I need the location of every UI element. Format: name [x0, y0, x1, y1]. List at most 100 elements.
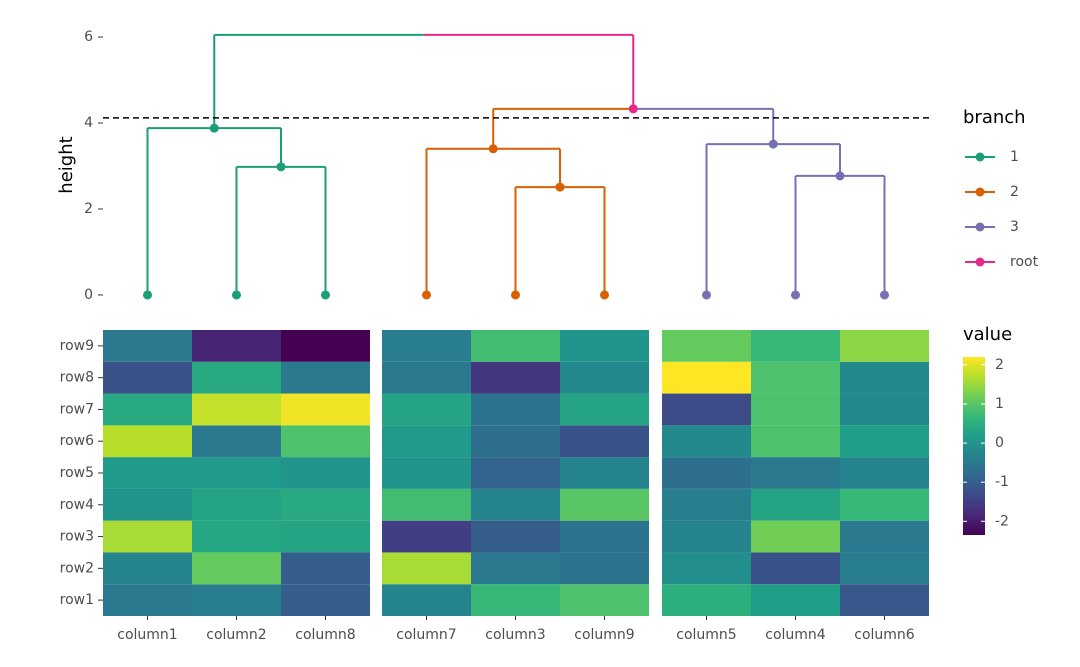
heatmap-cell	[751, 552, 840, 585]
heatmap-cell	[281, 520, 370, 553]
heatmap-cell	[192, 330, 281, 362]
legend-label: 1	[1010, 149, 1019, 165]
dendrogram-node	[488, 144, 498, 154]
heatmap-cell	[662, 584, 751, 616]
legend-label: 3	[1010, 219, 1019, 235]
y-tick-label: row5	[60, 465, 94, 481]
x-tick-label: column7	[396, 627, 456, 643]
heatmap-cell	[281, 457, 370, 489]
heatmap-cell	[103, 361, 192, 394]
heatmap-cell	[382, 457, 471, 489]
x-tick-label: column6	[854, 627, 915, 643]
y-tick-label: row6	[60, 433, 94, 449]
y-tick-label: row4	[60, 497, 94, 513]
heatmap-cell	[103, 425, 192, 458]
y-tick-label: row1	[60, 592, 94, 608]
heatmap-cell	[471, 552, 560, 585]
dendrogram-node	[276, 162, 286, 172]
dendrogram-node	[511, 290, 520, 300]
y-tick-label: row2	[60, 560, 94, 576]
legend-label: 2	[1010, 184, 1019, 200]
heatmap-cell	[281, 393, 370, 426]
heatmap-cell	[840, 488, 929, 521]
heatmap-cell	[560, 520, 649, 553]
heatmap-cell	[382, 584, 471, 616]
heatmap-cell	[662, 393, 751, 426]
legend-swatch	[975, 257, 985, 267]
dendrogram-node	[422, 290, 431, 300]
heatmap-cell	[662, 520, 751, 553]
heatmap-cell	[192, 457, 281, 489]
x-tick-label: column5	[676, 627, 736, 643]
heatmap-cell	[751, 361, 840, 394]
y-tick-label: 2	[84, 201, 93, 217]
y-tick-label: row9	[60, 338, 94, 354]
heatmap-cell	[751, 584, 840, 616]
heatmap-cell	[751, 393, 840, 426]
y-tick-label: row7	[60, 401, 94, 417]
dendrogram-node	[143, 290, 152, 300]
heatmap-cell	[560, 488, 649, 521]
heatmap-cell	[103, 330, 192, 362]
heatmap-cell	[103, 584, 192, 616]
x-tick-label: column2	[206, 627, 266, 643]
heatmap-cell	[103, 488, 192, 521]
y-tick-label: 4	[84, 115, 93, 131]
heatmap-cell	[751, 425, 840, 458]
heatmap-cell	[382, 425, 471, 458]
dendrogram-node	[232, 290, 241, 300]
heatmap-cell	[560, 330, 649, 362]
heatmap-cell	[471, 393, 560, 426]
heatmap-cell	[840, 330, 929, 362]
heatmap-cell	[662, 552, 751, 585]
heatmap-cell	[382, 520, 471, 553]
heatmap-cell	[471, 330, 560, 362]
legend-title: branch	[963, 107, 1026, 128]
legend-swatch	[975, 152, 985, 162]
heatmap-cell	[471, 457, 560, 489]
x-tick-label: column8	[295, 627, 355, 643]
heatmap-cell	[103, 552, 192, 585]
heatmap-cell	[560, 457, 649, 489]
heatmap-cell	[560, 393, 649, 426]
dendrogram-node	[768, 139, 778, 149]
dendrogram-node	[791, 290, 800, 300]
heatmap-cell	[192, 520, 281, 553]
dendrogram-node	[702, 290, 711, 300]
heatmap-cell	[840, 520, 929, 553]
heatmap-cell	[840, 457, 929, 489]
heatmap-cell	[662, 488, 751, 521]
heatmap-cell	[103, 457, 192, 489]
heatmap-cell	[382, 361, 471, 394]
colorbar	[963, 357, 985, 535]
legend-label: -1	[995, 474, 1009, 490]
y-axis-label: height	[56, 136, 77, 193]
heatmap-cell	[471, 584, 560, 616]
legend-label: root	[1010, 254, 1039, 270]
heatmap-cell	[471, 520, 560, 553]
heatmap-cell	[192, 361, 281, 394]
heatmap-cell	[662, 330, 751, 362]
heatmap-cell	[662, 425, 751, 458]
heatmap-cell	[471, 488, 560, 521]
heatmap-cell	[751, 330, 840, 362]
heatmap-cell	[382, 488, 471, 521]
heatmap-cell	[281, 584, 370, 616]
heatmap-cell	[840, 584, 929, 616]
legend-label: 0	[995, 435, 1004, 451]
dendrogram-node	[600, 290, 609, 300]
heatmap-cell	[281, 330, 370, 362]
y-tick-label: row8	[60, 370, 94, 386]
legend-label: 1	[995, 396, 1004, 412]
x-tick-label: column3	[485, 627, 545, 643]
legend-swatch	[975, 222, 985, 232]
y-tick-label: 6	[84, 29, 93, 45]
heatmap-cell	[281, 552, 370, 585]
heatmap-cell	[281, 488, 370, 521]
heatmap-cell	[281, 425, 370, 458]
heatmap-cell	[192, 488, 281, 521]
dendrogram-node	[209, 123, 219, 133]
x-tick-label: column1	[117, 627, 177, 643]
heatmap-cell	[560, 361, 649, 394]
